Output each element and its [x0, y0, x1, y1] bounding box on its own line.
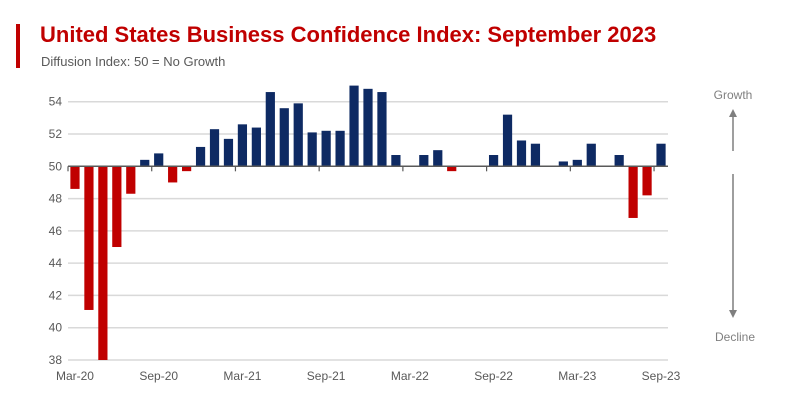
bar-Jun-21 [279, 108, 289, 167]
growth-decline-indicator: Growth Decline [714, 88, 756, 344]
y-tick-label: 46 [49, 224, 63, 238]
bar-Mar-21 [237, 124, 248, 167]
bar-Aug-23 [642, 166, 652, 196]
x-tick-label: Sep-21 [307, 369, 346, 383]
bar-Mar-20 [70, 166, 80, 189]
bar-Jul-23 [628, 166, 638, 218]
x-tick-label: Mar-22 [391, 369, 429, 383]
y-tick-label: 40 [49, 321, 63, 335]
bar-Oct-21 [335, 130, 345, 167]
y-tick-label: 48 [49, 192, 63, 206]
bar-Sep-20 [154, 153, 164, 167]
x-tick-label: Mar-20 [56, 369, 94, 383]
bar-Nov-20 [182, 166, 192, 172]
bar-Sep-21 [321, 130, 331, 167]
bar-Jul-21 [293, 103, 303, 167]
bar-Dec-20 [195, 146, 206, 167]
bar-Dec-21 [363, 88, 373, 167]
bar-Feb-21 [223, 138, 234, 167]
bar-Jun-23 [614, 155, 624, 167]
bar-Jun-22 [447, 166, 457, 172]
x-tick-label: Mar-23 [558, 369, 596, 383]
bar-May-22 [433, 150, 443, 167]
x-tick-label: Sep-22 [474, 369, 513, 383]
y-tick-label: 50 [49, 159, 63, 173]
up-arrow-icon [729, 109, 737, 117]
y-axis-ticks: 38 40 42 44 46 48 50 52 54 [49, 95, 63, 367]
bar-Nov-22 [516, 140, 527, 167]
x-tick-label: Sep-20 [139, 369, 178, 383]
chart-subtitle: Diffusion Index: 50 = No Growth [41, 54, 226, 69]
bar-Feb-22 [391, 155, 401, 167]
bar-Sep-23 [656, 143, 666, 167]
bar-Jul-20 [126, 166, 136, 194]
bar-Oct-20 [168, 166, 178, 183]
x-axis-ticks: Mar-20 Sep-20 Mar-21 Sep-21 Mar-22 Sep-22 Mar-… [56, 369, 681, 383]
y-tick-label: 52 [49, 127, 63, 141]
bar-Jan-22 [377, 92, 387, 167]
y-tick-label: 54 [49, 95, 63, 109]
bar-Aug-21 [307, 132, 317, 167]
y-tick-label: 38 [49, 353, 63, 367]
bar-Apr-22 [419, 155, 429, 167]
down-arrow-icon [729, 310, 737, 318]
bar-Apr-21 [251, 127, 261, 167]
bars [70, 85, 666, 360]
baseline-axis [67, 165, 668, 172]
bar-Aug-20 [140, 159, 150, 167]
decline-label: Decline [715, 330, 755, 344]
bar-May-20 [98, 166, 108, 360]
bar-Jun-20 [112, 166, 122, 248]
y-tick-label: 44 [49, 256, 63, 270]
chart-title: United States Business Confidence Index:… [40, 22, 657, 47]
bar-Sep-22 [488, 155, 499, 167]
bar-Apr-23 [586, 143, 596, 167]
bar-May-21 [265, 92, 275, 167]
bar-Mar-23 [572, 159, 582, 167]
bar-Jan-21 [209, 129, 220, 167]
x-tick-label: Mar-21 [223, 369, 261, 383]
bar-Apr-20 [84, 166, 94, 310]
growth-label: Growth [714, 88, 753, 102]
bar-Nov-21 [349, 85, 359, 167]
bar-Oct-22 [502, 114, 513, 167]
y-tick-label: 42 [49, 288, 63, 302]
title-accent-bar [16, 24, 20, 68]
bar-Dec-22 [530, 143, 541, 167]
x-tick-label: Sep-23 [642, 369, 681, 383]
bar-Feb-23 [558, 161, 568, 167]
